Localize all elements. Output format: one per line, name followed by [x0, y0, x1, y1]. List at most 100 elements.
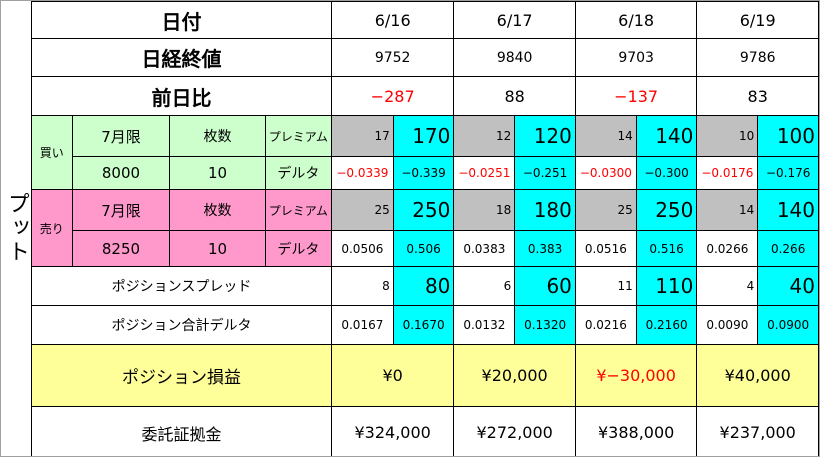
- delta-x10-cell[interactable]: −0.339: [392, 156, 455, 190]
- table-row: ポジション損益 ¥0 ¥20,000 ¥−30,000 ¥40,000: [1, 344, 819, 407]
- change-cell[interactable]: −137: [574, 76, 698, 116]
- table-row: 買い 7月限 枚数 プレミアム 17 170 12 120 14 140 10 100: [1, 115, 819, 190]
- total-delta-cell[interactable]: 0.0216: [574, 305, 637, 345]
- pnl-cell[interactable]: ¥0: [330, 344, 455, 407]
- sell-label[interactable]: 売り: [31, 189, 73, 267]
- delta-x10-cell[interactable]: 0.383: [514, 230, 576, 267]
- table-row: ポジション合計デルタ 0.0167 0.1670 0.0132 0.1320 0.0216…: [1, 305, 819, 345]
- premium-x10-cell[interactable]: 100: [757, 115, 819, 157]
- date-label[interactable]: 日付: [31, 1, 332, 39]
- premium-cell[interactable]: 12: [453, 115, 516, 157]
- table-row: 売り 7月限 枚数 プレミアム 25 250 18 180 25 250 14 140: [1, 189, 819, 267]
- delta-cell[interactable]: 0.0266: [696, 230, 759, 267]
- change-cell[interactable]: 83: [696, 76, 819, 116]
- strike-cell[interactable]: 8250: [71, 230, 171, 267]
- total-delta-label[interactable]: ポジション合計デルタ: [31, 305, 332, 345]
- table-row: 委託証拠金 ¥324,000 ¥272,000 ¥388,000 ¥237,000: [1, 406, 819, 456]
- strike-cell[interactable]: 8000: [71, 156, 171, 190]
- delta-x10-cell[interactable]: 0.516: [635, 230, 698, 267]
- spread-x10-cell[interactable]: 60: [514, 266, 576, 306]
- change-cell[interactable]: −287: [330, 76, 455, 116]
- total-delta-cell[interactable]: 0.0167: [330, 305, 394, 345]
- date-cell[interactable]: 6/17: [453, 1, 576, 39]
- premium-label[interactable]: プレミアム: [264, 189, 332, 231]
- premium-cell[interactable]: 25: [574, 189, 637, 231]
- delta-cell[interactable]: −0.0251: [453, 156, 516, 190]
- total-delta-x10-cell[interactable]: 0.0900: [757, 305, 819, 345]
- close-cell[interactable]: 9703: [574, 38, 698, 77]
- change-cell[interactable]: 88: [453, 76, 576, 116]
- table-row: 日経終値 9752 9840 9703 9786: [1, 38, 819, 77]
- delta-label[interactable]: デルタ: [264, 156, 332, 190]
- total-delta-x10-cell[interactable]: 0.2160: [635, 305, 698, 345]
- premium-x10-cell[interactable]: 140: [635, 115, 698, 157]
- expiry-cell[interactable]: 7月限: [71, 189, 171, 231]
- date-cell[interactable]: 6/18: [574, 1, 698, 39]
- put-label-cell: プット: [1, 1, 32, 456]
- spread-cell[interactable]: 11: [574, 266, 637, 306]
- delta-x10-cell[interactable]: −0.176: [757, 156, 819, 190]
- total-delta-cell[interactable]: 0.0090: [696, 305, 759, 345]
- pnl-label[interactable]: ポジション損益: [31, 344, 332, 407]
- premium-cell[interactable]: 14: [574, 115, 637, 157]
- buy-label[interactable]: 買い: [31, 115, 73, 190]
- close-cell[interactable]: 9786: [696, 38, 819, 77]
- premium-x10-cell[interactable]: 120: [514, 115, 576, 157]
- qty-cell[interactable]: 10: [169, 230, 266, 267]
- total-delta-cell[interactable]: 0.0132: [453, 305, 516, 345]
- delta-x10-cell[interactable]: −0.300: [635, 156, 698, 190]
- premium-x10-cell[interactable]: 250: [635, 189, 698, 231]
- premium-cell[interactable]: 10: [696, 115, 759, 157]
- delta-cell[interactable]: −0.0339: [330, 156, 394, 190]
- margin-cell[interactable]: ¥272,000: [453, 406, 576, 456]
- margin-label[interactable]: 委託証拠金: [31, 406, 332, 456]
- delta-cell[interactable]: 0.0506: [330, 230, 394, 267]
- premium-label[interactable]: プレミアム: [264, 115, 332, 157]
- margin-cell[interactable]: ¥388,000: [574, 406, 698, 456]
- delta-cell[interactable]: 0.0383: [453, 230, 516, 267]
- expiry-cell[interactable]: 7月限: [71, 115, 171, 157]
- delta-x10-cell[interactable]: −0.251: [514, 156, 576, 190]
- pnl-cell[interactable]: ¥−30,000: [574, 344, 698, 407]
- spread-label[interactable]: ポジションスプレッド: [31, 266, 332, 306]
- premium-x10-cell[interactable]: 140: [757, 189, 819, 231]
- date-cell[interactable]: 6/16: [330, 1, 455, 39]
- premium-x10-cell[interactable]: 180: [514, 189, 576, 231]
- delta-label[interactable]: デルタ: [264, 230, 332, 267]
- spread-cell[interactable]: 8: [330, 266, 394, 306]
- close-label[interactable]: 日経終値: [31, 38, 332, 77]
- total-delta-x10-cell[interactable]: 0.1670: [392, 305, 455, 345]
- qty-label[interactable]: 枚数: [169, 115, 266, 157]
- put-label: プット: [4, 192, 29, 264]
- spread-cell[interactable]: 6: [453, 266, 516, 306]
- spread-cell[interactable]: 4: [696, 266, 759, 306]
- premium-cell[interactable]: 25: [330, 189, 394, 231]
- premium-x10-cell[interactable]: 250: [392, 189, 455, 231]
- spread-x10-cell[interactable]: 80: [392, 266, 455, 306]
- table-row: 前日比 −287 88 −137 83: [1, 76, 819, 116]
- table-row: 8250 10 デルタ 0.0506 0.506 0.0383 0.383 0.0516 0.5…: [1, 230, 819, 267]
- table-row: ポジションスプレッド 8 80 6 60 11 110 4 40: [1, 266, 819, 306]
- margin-cell[interactable]: ¥324,000: [330, 406, 455, 456]
- date-cell[interactable]: 6/19: [696, 1, 819, 39]
- premium-cell[interactable]: 14: [696, 189, 759, 231]
- qty-cell[interactable]: 10: [169, 156, 266, 190]
- pnl-cell[interactable]: ¥40,000: [696, 344, 819, 407]
- delta-cell[interactable]: −0.0300: [574, 156, 637, 190]
- premium-cell[interactable]: 17: [330, 115, 394, 157]
- delta-x10-cell[interactable]: 0.266: [757, 230, 819, 267]
- delta-cell[interactable]: 0.0516: [574, 230, 637, 267]
- spread-x10-cell[interactable]: 40: [757, 266, 819, 306]
- premium-x10-cell[interactable]: 170: [392, 115, 455, 157]
- delta-cell[interactable]: −0.0176: [696, 156, 759, 190]
- premium-cell[interactable]: 18: [453, 189, 516, 231]
- spread-x10-cell[interactable]: 110: [635, 266, 698, 306]
- change-label[interactable]: 前日比: [31, 76, 332, 116]
- close-cell[interactable]: 9840: [453, 38, 576, 77]
- margin-cell[interactable]: ¥237,000: [696, 406, 819, 456]
- total-delta-x10-cell[interactable]: 0.1320: [514, 305, 576, 345]
- pnl-cell[interactable]: ¥20,000: [453, 344, 576, 407]
- close-cell[interactable]: 9752: [330, 38, 455, 77]
- qty-label[interactable]: 枚数: [169, 189, 266, 231]
- delta-x10-cell[interactable]: 0.506: [392, 230, 455, 267]
